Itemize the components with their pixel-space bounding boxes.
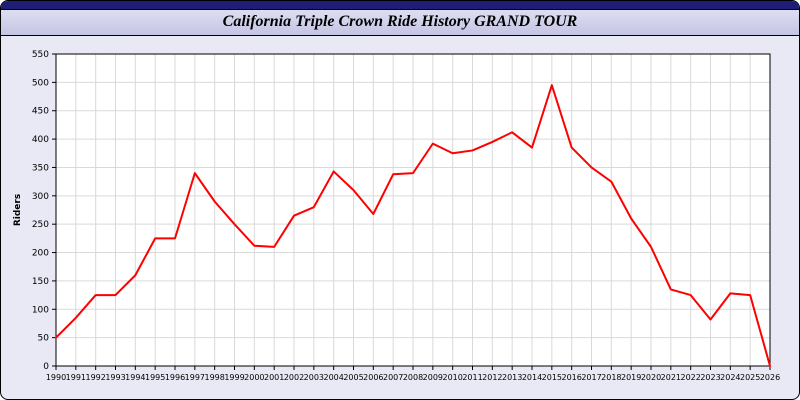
svg-text:350: 350 (32, 163, 49, 173)
svg-text:2004: 2004 (323, 373, 343, 382)
window-top-strip (1, 1, 799, 10)
svg-text:500: 500 (32, 78, 49, 88)
svg-text:2026: 2026 (760, 373, 780, 382)
svg-text:200: 200 (32, 249, 49, 259)
svg-text:2001: 2001 (264, 373, 284, 382)
svg-text:Riders: Riders (13, 194, 23, 226)
svg-text:2000: 2000 (244, 373, 264, 382)
svg-text:2018: 2018 (601, 373, 621, 382)
svg-text:450: 450 (32, 107, 49, 117)
svg-text:2010: 2010 (442, 373, 462, 382)
svg-text:2020: 2020 (641, 373, 661, 382)
svg-text:2013: 2013 (502, 373, 522, 382)
svg-text:2007: 2007 (383, 373, 403, 382)
svg-text:2008: 2008 (403, 373, 423, 382)
svg-text:550: 550 (32, 50, 49, 60)
svg-text:2011: 2011 (462, 373, 482, 382)
page-title: California Triple Crown Ride History GRA… (222, 13, 578, 30)
svg-text:250: 250 (32, 220, 49, 230)
svg-text:2003: 2003 (304, 373, 324, 382)
svg-text:0: 0 (43, 362, 49, 372)
svg-text:150: 150 (32, 277, 49, 287)
chart-container: 0 50 100 150 200 250 300 350 400 450 500 550 1990 199… (1, 36, 799, 396)
svg-text:2017: 2017 (581, 373, 601, 382)
svg-text:2015: 2015 (542, 373, 562, 382)
svg-text:50: 50 (38, 334, 50, 344)
svg-text:2005: 2005 (343, 373, 363, 382)
svg-text:2025: 2025 (740, 373, 760, 382)
svg-text:1990: 1990 (46, 373, 66, 382)
svg-text:1994: 1994 (125, 373, 145, 382)
svg-text:2016: 2016 (561, 373, 581, 382)
svg-text:2021: 2021 (661, 373, 681, 382)
svg-text:1995: 1995 (145, 373, 165, 382)
svg-text:2002: 2002 (284, 373, 304, 382)
svg-text:1996: 1996 (165, 373, 185, 382)
svg-text:2006: 2006 (363, 373, 383, 382)
svg-text:2024: 2024 (720, 373, 740, 382)
svg-text:2023: 2023 (700, 373, 720, 382)
svg-text:300: 300 (32, 192, 49, 202)
svg-text:400: 400 (32, 135, 49, 145)
svg-text:2012: 2012 (482, 373, 502, 382)
svg-text:2019: 2019 (621, 373, 641, 382)
svg-text:1999: 1999 (224, 373, 244, 382)
title-bar: California Triple Crown Ride History GRA… (1, 10, 799, 36)
svg-text:2022: 2022 (680, 373, 700, 382)
svg-text:2009: 2009 (423, 373, 443, 382)
svg-text:100: 100 (32, 305, 49, 315)
svg-text:1997: 1997 (185, 373, 205, 382)
svg-text:1991: 1991 (66, 373, 86, 382)
svg-text:1992: 1992 (85, 373, 105, 382)
svg-text:1993: 1993 (105, 373, 125, 382)
svg-text:1998: 1998 (204, 373, 224, 382)
svg-text:2014: 2014 (522, 373, 542, 382)
